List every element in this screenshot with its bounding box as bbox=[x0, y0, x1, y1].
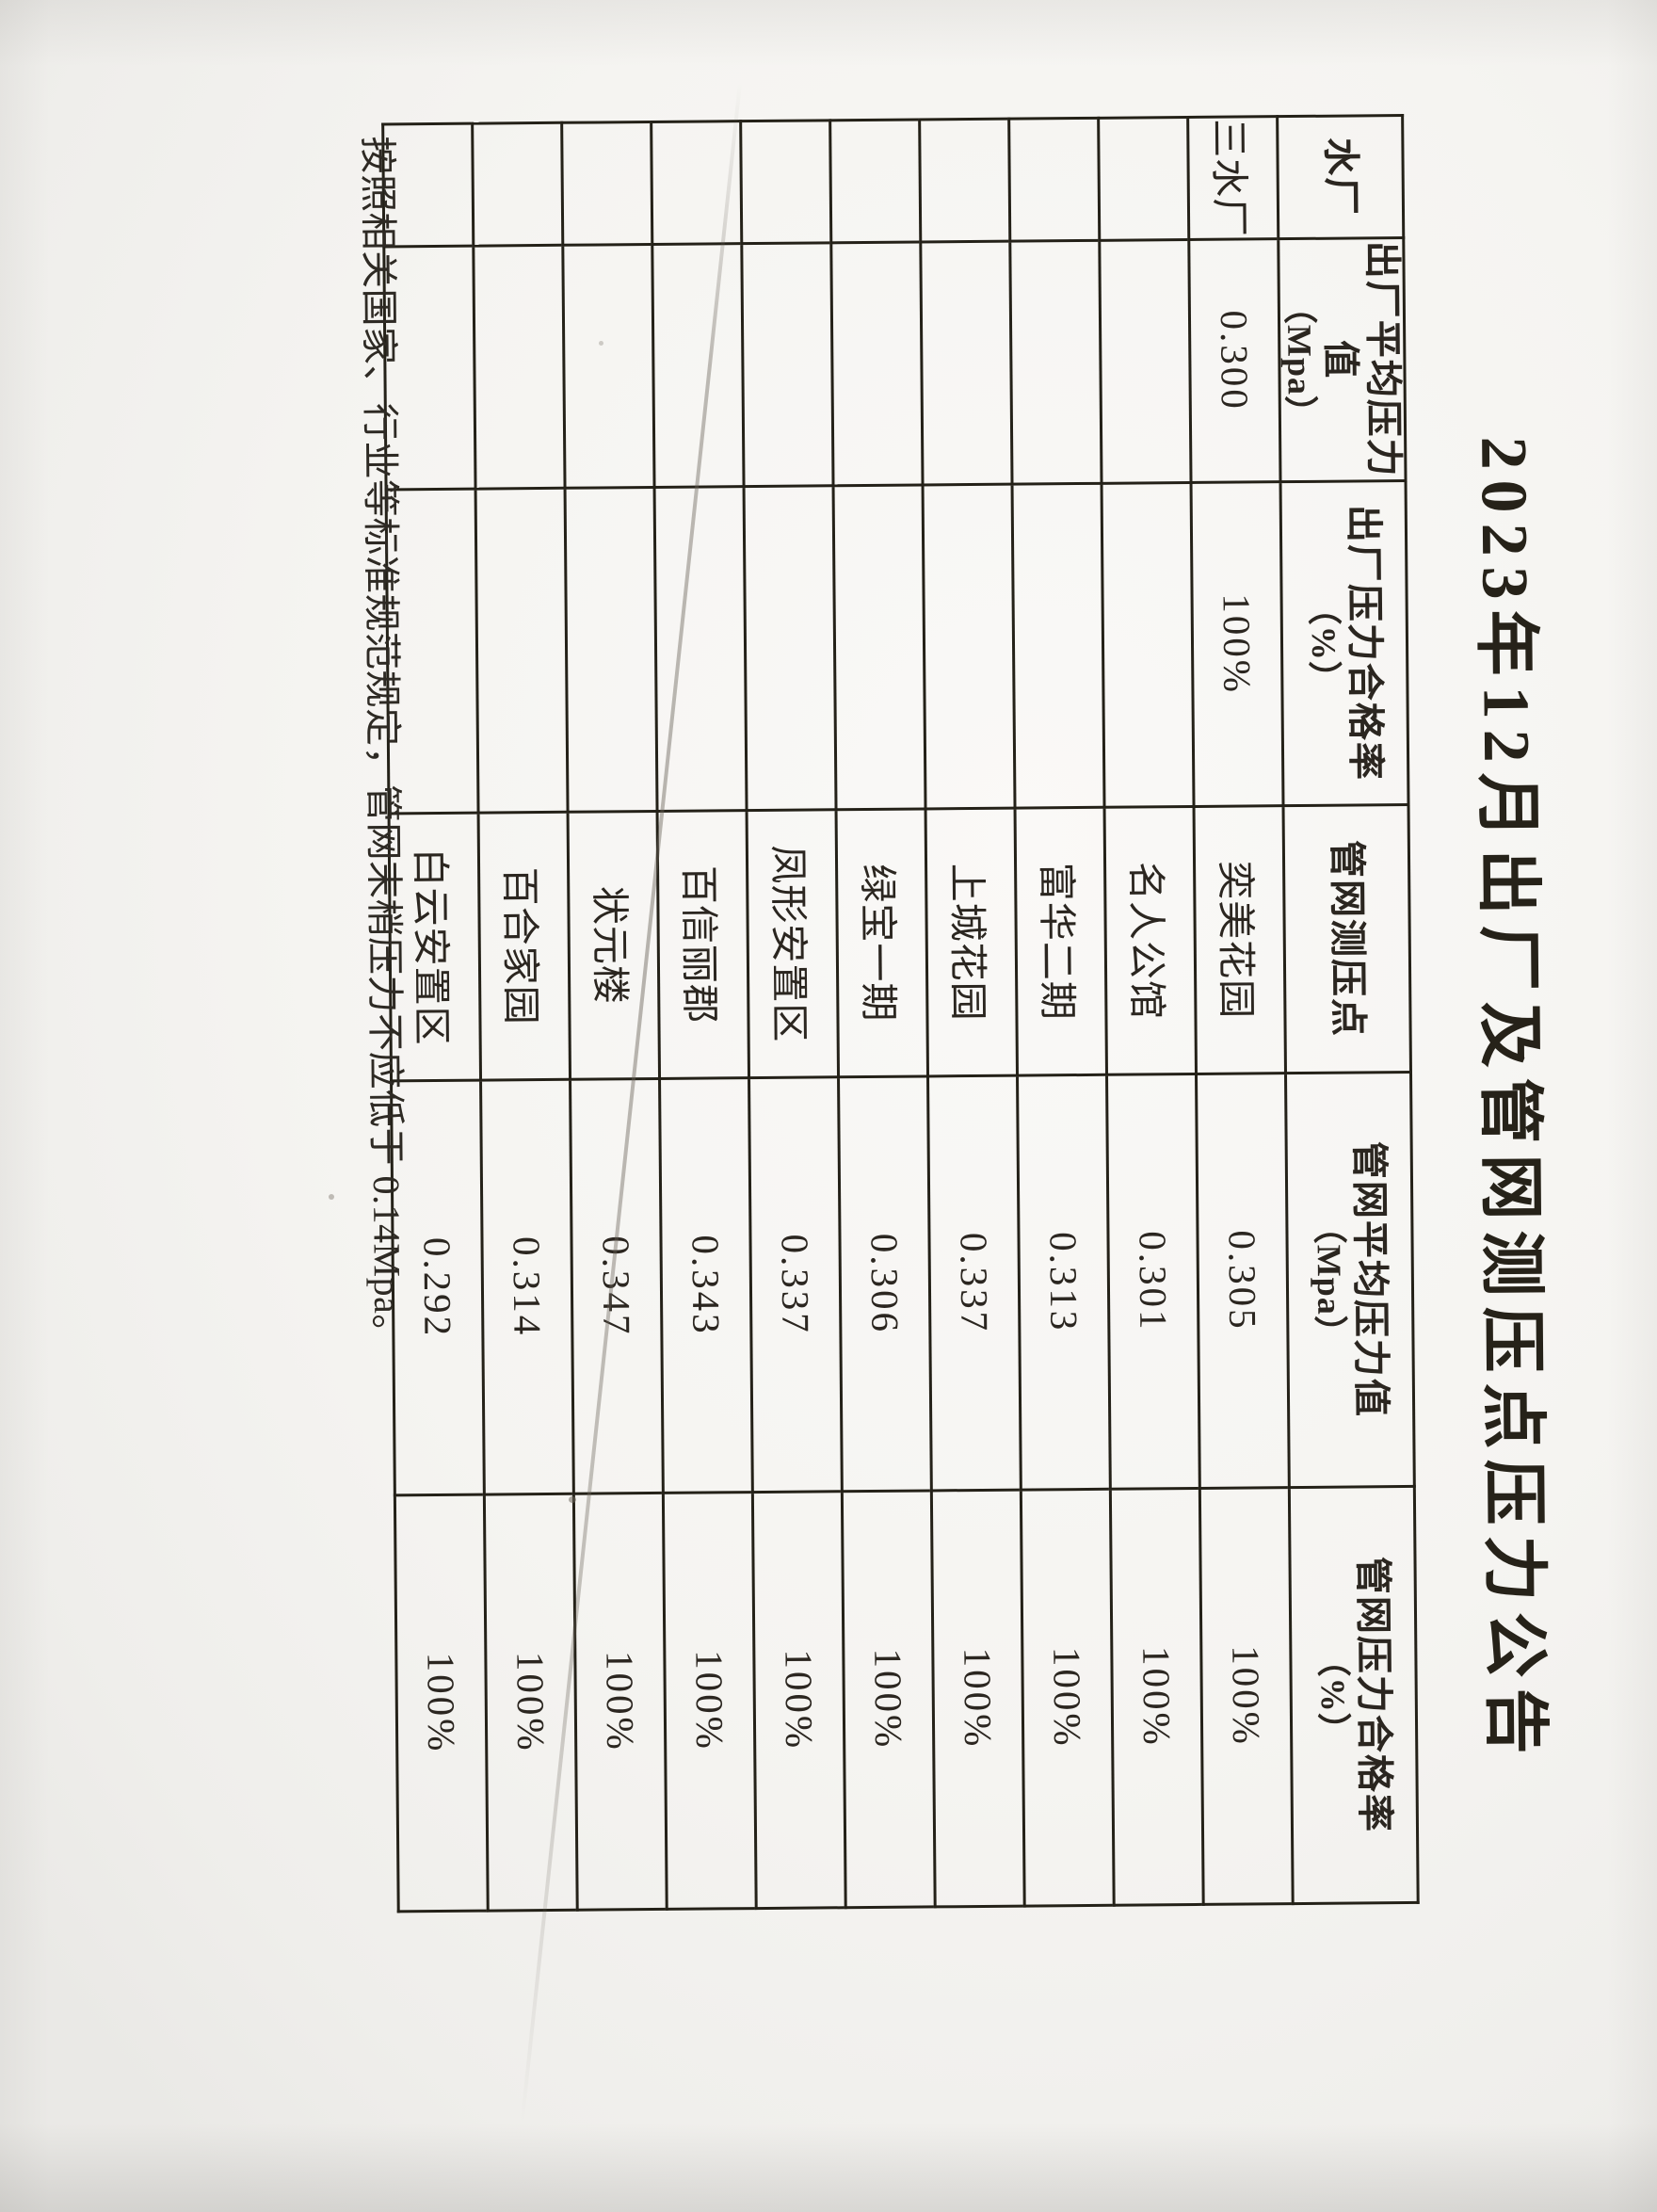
table-row: 百合家园 0.314 100% bbox=[472, 122, 578, 1912]
cell-plant: 三水厂 bbox=[1187, 116, 1279, 240]
cell-plant-pass-rate: 100% bbox=[1191, 481, 1284, 807]
scan-speck bbox=[569, 1496, 576, 1503]
cell-network-avg-pressure: 0.313 bbox=[1017, 1074, 1111, 1491]
cell-network-pass-rate: 100% bbox=[573, 1493, 668, 1911]
cell-plant-avg-pressure bbox=[920, 241, 1013, 485]
document-page: 2023年12月出厂及管网测压点压力公告 水厂 出厂平均压力值 （Mpa） 出厂压… bbox=[8, 0, 1657, 2212]
cell-plant-avg-pressure bbox=[1099, 239, 1192, 484]
cell-plant-pass-rate bbox=[1012, 483, 1105, 809]
pressure-table: 水厂 出厂平均压力值 （Mpa） 出厂压力合格率 （%） 管网测压点 管网平均压力值… bbox=[381, 114, 1419, 1913]
cell-plant-pass-rate bbox=[565, 487, 658, 813]
cell-plant bbox=[829, 119, 921, 243]
table-row: 三水厂 0.300 100% 奕美花园 0.305 100% bbox=[1187, 116, 1294, 1905]
cell-plant bbox=[472, 122, 563, 247]
cell-plant-avg-pressure bbox=[741, 242, 834, 487]
cell-plant-pass-rate bbox=[475, 488, 569, 814]
scan-speck bbox=[329, 1194, 334, 1200]
cell-network-pass-rate: 100% bbox=[842, 1490, 936, 1908]
cell-plant bbox=[919, 119, 1010, 242]
cell-network-pass-rate: 100% bbox=[1110, 1488, 1204, 1906]
cell-network-avg-pressure: 0.301 bbox=[1106, 1074, 1200, 1490]
cell-plant bbox=[1098, 117, 1189, 241]
header-plant: 水厂 bbox=[1277, 115, 1404, 239]
cell-plant-avg-pressure bbox=[830, 241, 924, 486]
cell-plant-avg-pressure bbox=[562, 244, 655, 489]
table-row: 凤形安置区 0.337 100% bbox=[740, 120, 846, 1909]
cell-network-pass-rate: 100% bbox=[1021, 1489, 1115, 1907]
cell-test-point: 名人公馆 bbox=[1104, 806, 1197, 1075]
cell-network-pass-rate: 100% bbox=[394, 1494, 489, 1912]
footnote: 按照相关国家、行业等标准规范规定，管网末梢压力不应低于 0.14Mpa。 bbox=[356, 136, 410, 1352]
cell-network-pass-rate: 100% bbox=[1199, 1487, 1294, 1905]
cell-plant-pass-rate bbox=[744, 485, 837, 811]
cell-network-pass-rate: 100% bbox=[931, 1490, 1025, 1907]
cell-test-point: 百合家园 bbox=[478, 812, 571, 1081]
cell-plant-pass-rate bbox=[923, 484, 1016, 809]
cell-plant-pass-rate bbox=[1102, 482, 1195, 808]
header-plant-avg-pressure: 出厂平均压力值 （Mpa） bbox=[1278, 237, 1407, 482]
cell-network-avg-pressure: 0.337 bbox=[927, 1075, 1022, 1491]
cell-network-avg-pressure: 0.306 bbox=[838, 1075, 932, 1492]
cell-network-avg-pressure: 0.343 bbox=[659, 1077, 753, 1494]
header-plant-pass-rate: 出厂压力合格率 （%） bbox=[1280, 480, 1409, 806]
table-row: 绿宝一期 0.306 100% bbox=[829, 119, 936, 1908]
cell-plant bbox=[1008, 118, 1100, 242]
table-body: 三水厂 0.300 100% 奕美花园 0.305 100% 名人公馆 0.30… bbox=[382, 116, 1294, 1912]
cell-test-point: 百信丽郡 bbox=[657, 810, 749, 1079]
cell-network-pass-rate: 100% bbox=[752, 1491, 846, 1909]
header-network-avg-pressure: 管网平均压力值 （Mpa） bbox=[1285, 1072, 1415, 1488]
cell-network-avg-pressure: 0.314 bbox=[480, 1079, 574, 1495]
table-row: 名人公馆 0.301 100% bbox=[1098, 117, 1204, 1906]
table-row: 状元楼 0.347 100% bbox=[561, 121, 668, 1911]
page-title: 2023年12月出厂及管网测压点压力公告 bbox=[1467, 436, 1552, 1765]
cell-plant-avg-pressure: 0.300 bbox=[1188, 238, 1281, 483]
cell-test-point: 富华二期 bbox=[1015, 807, 1107, 1076]
cell-network-pass-rate: 100% bbox=[484, 1494, 578, 1912]
cell-network-pass-rate: 100% bbox=[663, 1492, 757, 1910]
table-row: 百信丽郡 0.343 100% bbox=[651, 121, 757, 1910]
table-header: 水厂 出厂平均压力值 （Mpa） 出厂压力合格率 （%） 管网测压点 管网平均压力值… bbox=[1277, 115, 1419, 1904]
header-network-pass-rate: 管网压力合格率 （%） bbox=[1289, 1486, 1419, 1904]
cell-plant bbox=[561, 121, 652, 246]
cell-plant-avg-pressure bbox=[1009, 240, 1102, 485]
table-row: 上城花园 0.337 100% bbox=[919, 119, 1025, 1907]
cell-network-avg-pressure: 0.337 bbox=[748, 1076, 843, 1493]
scan-speck bbox=[599, 341, 603, 346]
table-row: 富华二期 0.313 100% bbox=[1008, 118, 1115, 1907]
cell-test-point: 上城花园 bbox=[925, 808, 1018, 1076]
cell-network-avg-pressure: 0.347 bbox=[570, 1078, 664, 1494]
cell-test-point: 绿宝一期 bbox=[836, 808, 928, 1077]
cell-plant-pass-rate bbox=[833, 484, 926, 810]
cell-plant bbox=[740, 120, 831, 244]
cell-plant-avg-pressure bbox=[473, 245, 566, 490]
header-row: 水厂 出厂平均压力值 （Mpa） 出厂压力合格率 （%） 管网测压点 管网平均压力值… bbox=[1277, 115, 1419, 1904]
cell-test-point: 凤形安置区 bbox=[747, 809, 839, 1078]
cell-network-avg-pressure: 0.305 bbox=[1196, 1073, 1290, 1489]
cell-test-point: 奕美花园 bbox=[1194, 805, 1286, 1074]
header-test-point: 管网测压点 bbox=[1283, 804, 1411, 1074]
